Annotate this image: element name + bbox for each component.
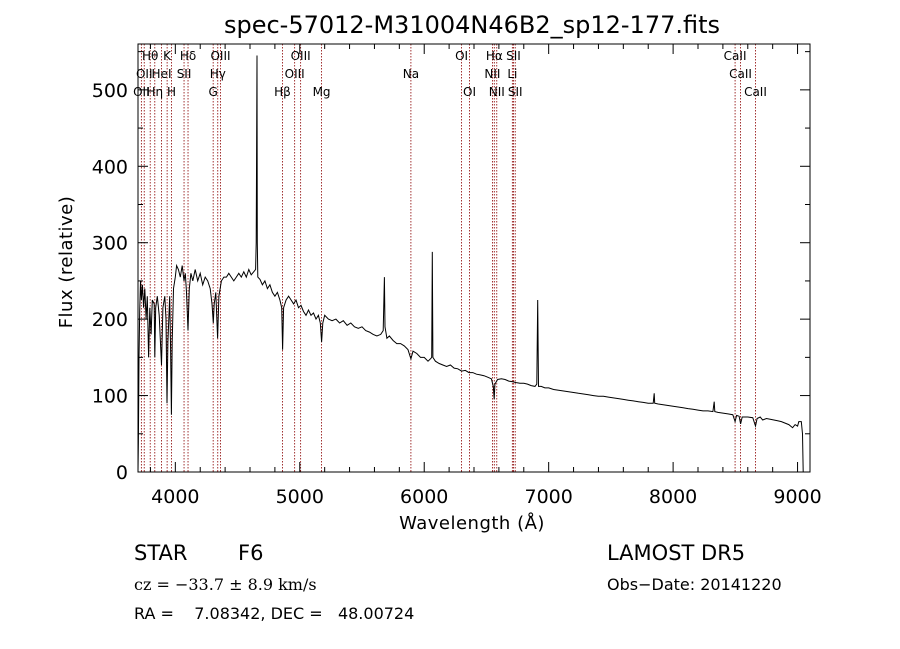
y-tick-label: 0 xyxy=(116,462,128,484)
spectral-line-label-18: OI xyxy=(463,85,476,99)
y-axis-label: Flux (relative) xyxy=(56,196,77,329)
spectral-line-label-24: SII xyxy=(508,85,523,99)
object-subclass: F6 xyxy=(238,541,264,565)
y-tick-label: 100 xyxy=(92,386,128,408)
spectral-line-label-4: HeI xyxy=(152,67,172,81)
spectral-line-labels: OIIOIIHθHηHeIKHSIIHδGHγOIIIHβOIIIOIIIMgN… xyxy=(133,49,767,99)
y-tick-label: 300 xyxy=(92,233,128,255)
spectral-line-label-22: Li xyxy=(507,67,517,81)
spectral-line-label-25: CaII xyxy=(724,49,747,63)
survey-name: LAMOST DR5 xyxy=(607,541,746,565)
x-tick-label: 6000 xyxy=(400,486,448,508)
spectral-line-label-20: Hα xyxy=(486,49,503,63)
spectral-line-label-8: Hδ xyxy=(180,49,196,63)
spectral-line-label-3: Hη xyxy=(146,85,163,99)
x-tick-label: 9000 xyxy=(773,486,821,508)
chart-title: spec-57012-M31004N46B2_sp12-177.fits xyxy=(224,11,720,39)
spectral-line-label-17: OI xyxy=(455,49,468,63)
spectral-line-label-27: CaII xyxy=(744,85,767,99)
spectral-line-label-16: Na xyxy=(403,67,419,81)
spectral-line-label-0: OII xyxy=(133,85,150,99)
spectral-line-label-21: NII xyxy=(489,85,505,99)
spectral-line-label-9: G xyxy=(209,85,218,99)
plot-frame xyxy=(137,43,811,473)
spectral-line-label-10: Hγ xyxy=(210,67,226,81)
redshift-readout: cz = −33.7 ± 8.9 km/s xyxy=(134,575,317,594)
x-axis-label: Wavelength (Å) xyxy=(399,512,545,534)
object-class: STAR xyxy=(134,541,188,565)
spectral-line-label-23: SII xyxy=(506,49,521,63)
spectrum-line xyxy=(137,55,804,473)
y-tick-label: 200 xyxy=(92,309,128,331)
y-axis-ticks: 0 100 200 300 400 500 xyxy=(92,51,810,484)
spectral-line-label-2: Hθ xyxy=(142,49,158,63)
y-tick-label: 400 xyxy=(92,156,128,178)
x-tick-label: 7000 xyxy=(524,486,572,508)
x-tick-label: 8000 xyxy=(649,486,697,508)
spectral-line-label-5: K xyxy=(163,49,172,63)
spectral-line-label-6: H xyxy=(167,85,176,99)
spectral-line-label-12: Hβ xyxy=(274,85,291,99)
spectral-line-markers xyxy=(140,44,756,472)
spectral-line-label-1: OII xyxy=(136,67,153,81)
x-axis-ticks: 4000 5000 6000 7000 8000 9000 xyxy=(149,44,822,508)
spectral-line-label-11: OIII xyxy=(210,49,230,63)
coordinates-readout: RA = 7.08342, DEC = 48.00724 xyxy=(134,604,415,623)
observation-date: Obs−Date: 20141220 xyxy=(607,575,782,594)
y-tick-label: 500 xyxy=(92,80,128,102)
spectral-line-label-15: Mg xyxy=(313,85,331,99)
spectral-line-label-13: OIII xyxy=(285,67,305,81)
x-tick-label: 4000 xyxy=(151,486,199,508)
spectral-line-label-26: CaII xyxy=(729,67,752,81)
spectral-line-label-19: NII xyxy=(484,67,500,81)
x-tick-label: 5000 xyxy=(276,486,324,508)
spectral-line-label-14: OIII xyxy=(291,49,311,63)
spectral-line-label-7: SII xyxy=(177,67,192,81)
